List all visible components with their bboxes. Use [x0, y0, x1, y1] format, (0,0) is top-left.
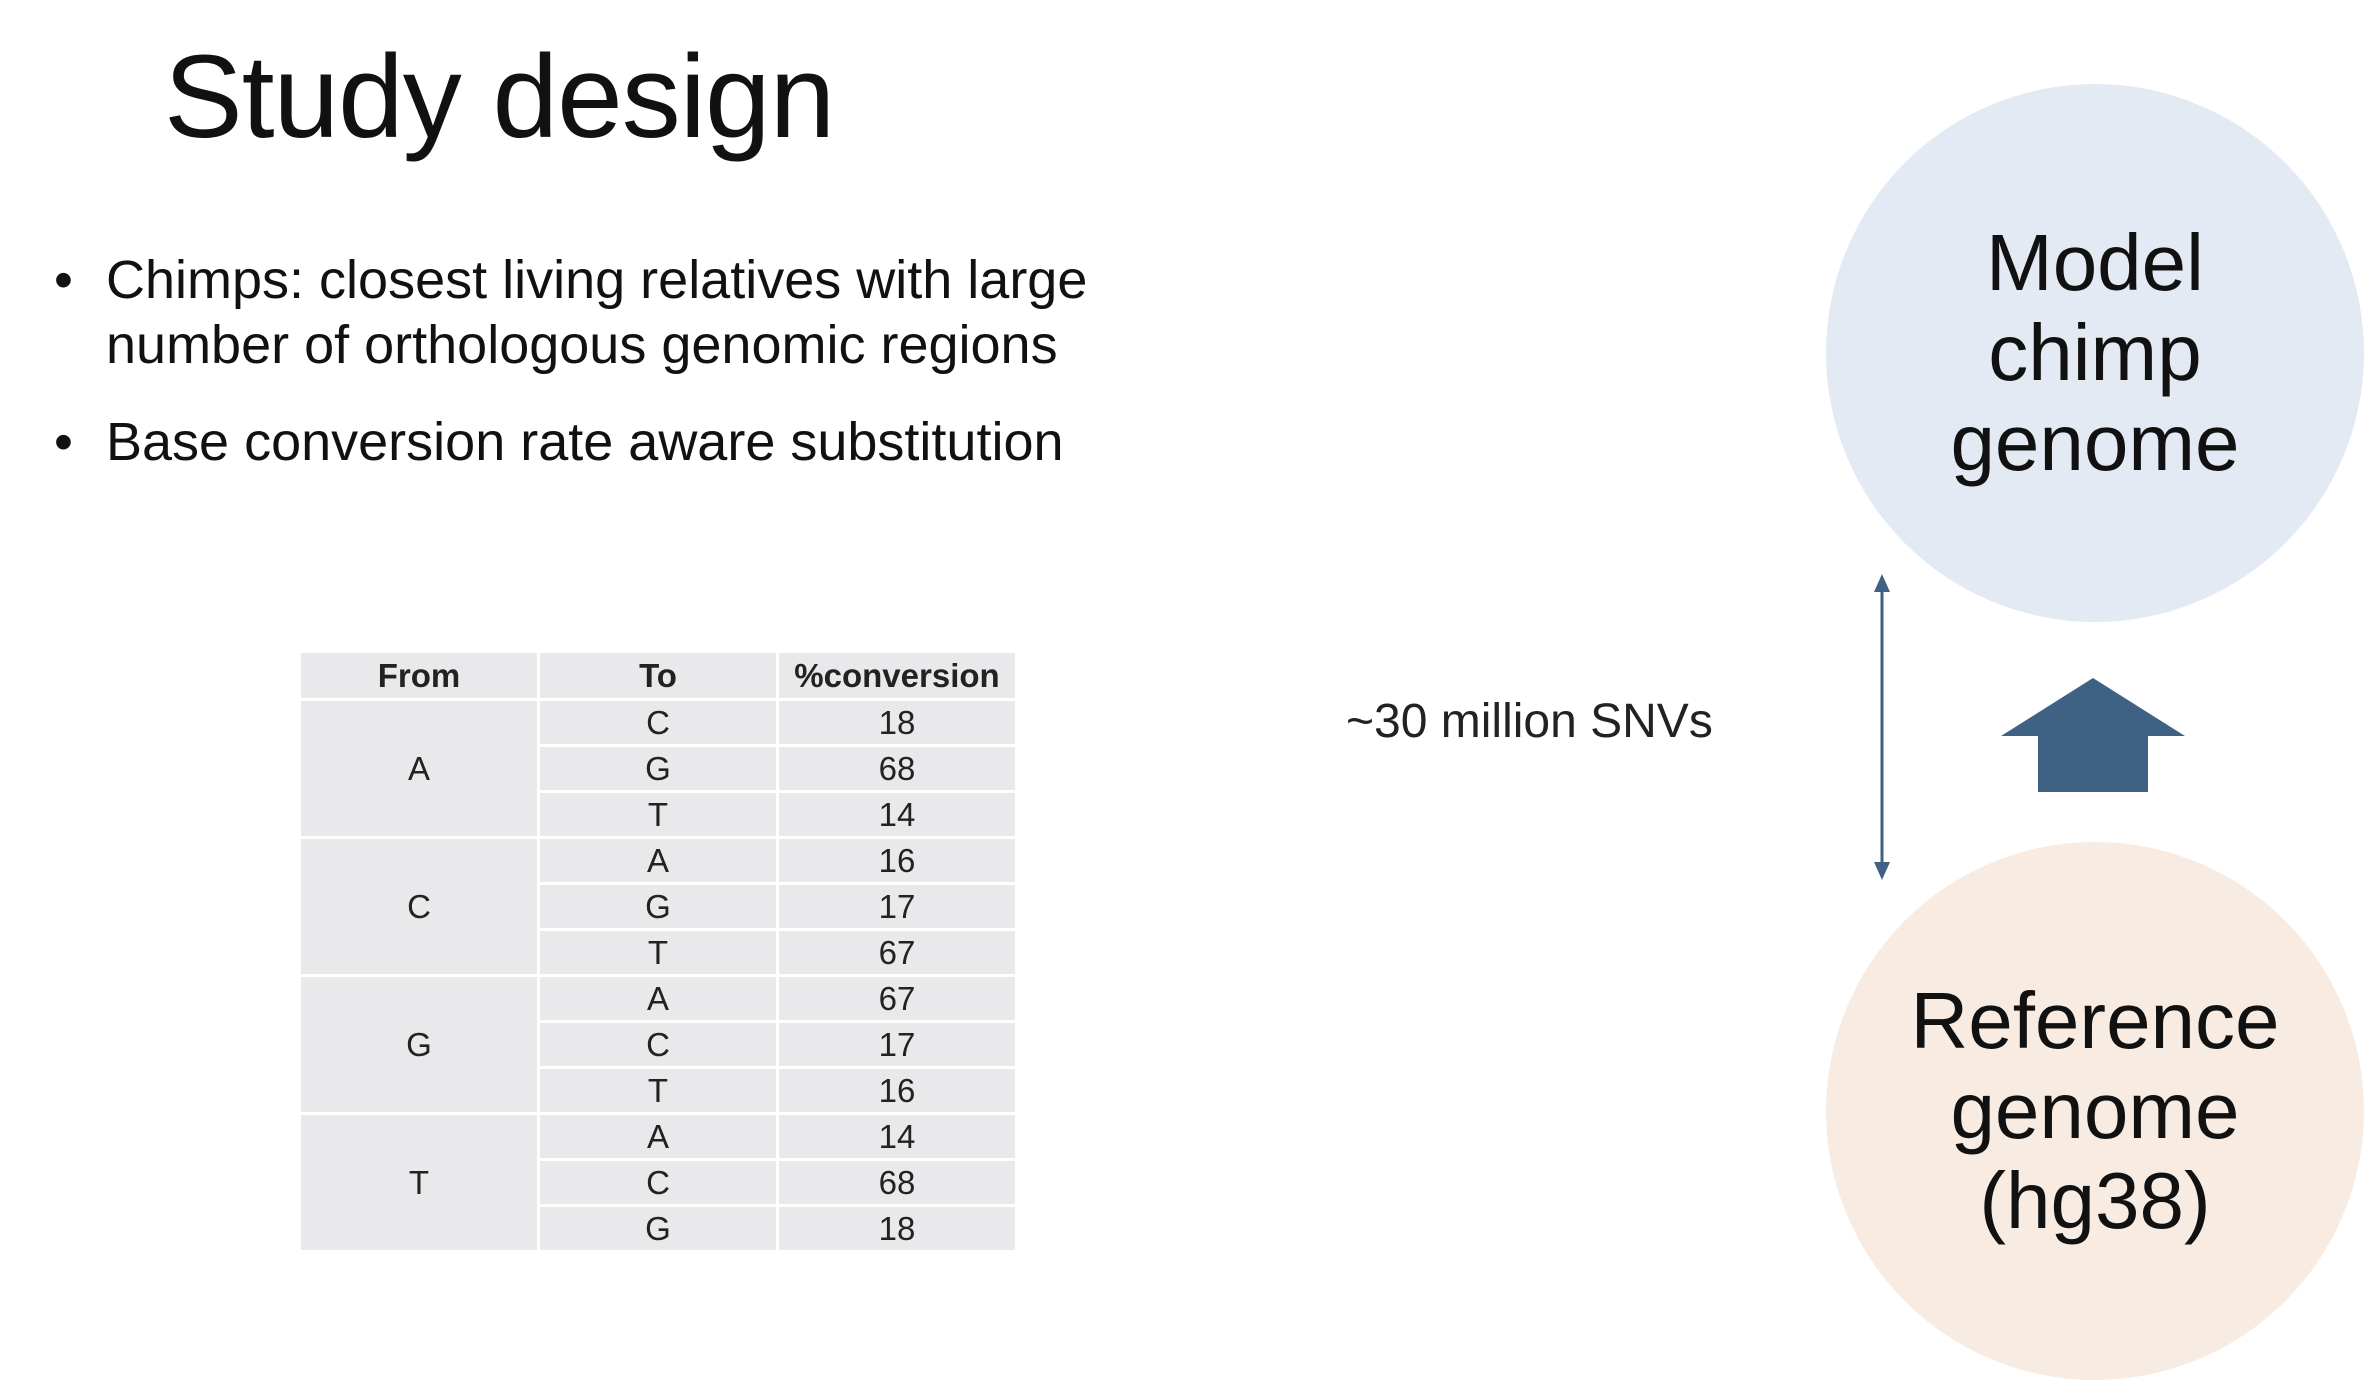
header-to: To [537, 650, 779, 701]
pct-cell: 14 [776, 1112, 1018, 1161]
conversion-table: From To %conversion A C 18 G 68 T 14 C A… [298, 650, 1018, 1253]
pct-cell: 68 [776, 1158, 1018, 1207]
to-cell: C [537, 1158, 779, 1207]
from-cell: T [298, 1112, 540, 1253]
bullet-item: • Base conversion rate aware substitution [50, 410, 1180, 475]
table-row: T 14 [300, 790, 1018, 839]
from-cell: A [298, 698, 540, 839]
to-cell: T [537, 928, 779, 977]
table-row: T A 14 [298, 1112, 1018, 1253]
to-cell: C [537, 1020, 779, 1069]
to-cell: A [537, 974, 779, 1023]
pct-cell: 18 [776, 698, 1018, 747]
reference-genome-circle: Reference genome (hg38) [1826, 842, 2364, 1380]
table-row: G 68 [300, 744, 1018, 793]
bullet-icon: • [54, 412, 73, 472]
bullet-text: Base conversion rate aware substitution [106, 412, 1064, 472]
snv-count-label: ~30 million SNVs [1346, 695, 1713, 748]
table-header-row: From To %conversion [298, 650, 1018, 701]
pct-cell: 14 [776, 790, 1018, 839]
table-row: G A 67 [298, 974, 1018, 1115]
model-chimp-genome-circle: Model chimp genome [1826, 84, 2364, 622]
table-row: T 67 [300, 928, 1018, 977]
to-cell: A [537, 1112, 779, 1161]
up-arrow-icon [2001, 678, 2185, 792]
pct-cell: 68 [776, 744, 1018, 793]
model-genome-label: Model chimp genome [1950, 218, 2240, 487]
table-row: G 18 [300, 1204, 1018, 1253]
bullet-list: • Chimps: closest living relatives with l… [50, 248, 1180, 507]
bullet-item: • Chimps: closest living relatives with l… [50, 248, 1180, 378]
to-cell: G [537, 744, 779, 793]
pct-cell: 18 [776, 1204, 1018, 1253]
to-cell: G [537, 1204, 779, 1253]
to-cell: T [537, 1066, 779, 1115]
table-row: G 17 [300, 882, 1018, 931]
pct-cell: 16 [776, 1066, 1018, 1115]
double-headed-arrow-icon [1874, 574, 1890, 880]
table-row: T 16 [300, 1066, 1018, 1115]
to-cell: G [537, 882, 779, 931]
slide-title: Study design [164, 31, 835, 163]
bullet-icon: • [54, 250, 73, 310]
pct-cell: 16 [776, 836, 1018, 885]
table-row: C 17 [300, 1020, 1018, 1069]
table-row: C 68 [300, 1158, 1018, 1207]
from-cell: C [298, 836, 540, 977]
pct-cell: 67 [776, 928, 1018, 977]
to-cell: C [537, 698, 779, 747]
pct-cell: 17 [776, 882, 1018, 931]
header-conversion: %conversion [776, 650, 1018, 701]
pct-cell: 67 [776, 974, 1018, 1023]
reference-genome-label: Reference genome (hg38) [1910, 976, 2280, 1245]
to-cell: T [537, 790, 779, 839]
bullet-text: Chimps: closest living relatives with la… [106, 250, 1088, 375]
table-row: C A 16 [298, 836, 1018, 977]
from-cell: G [298, 974, 540, 1115]
table-row: A C 18 [298, 698, 1018, 839]
to-cell: A [537, 836, 779, 885]
header-from: From [298, 650, 540, 701]
pct-cell: 17 [776, 1020, 1018, 1069]
